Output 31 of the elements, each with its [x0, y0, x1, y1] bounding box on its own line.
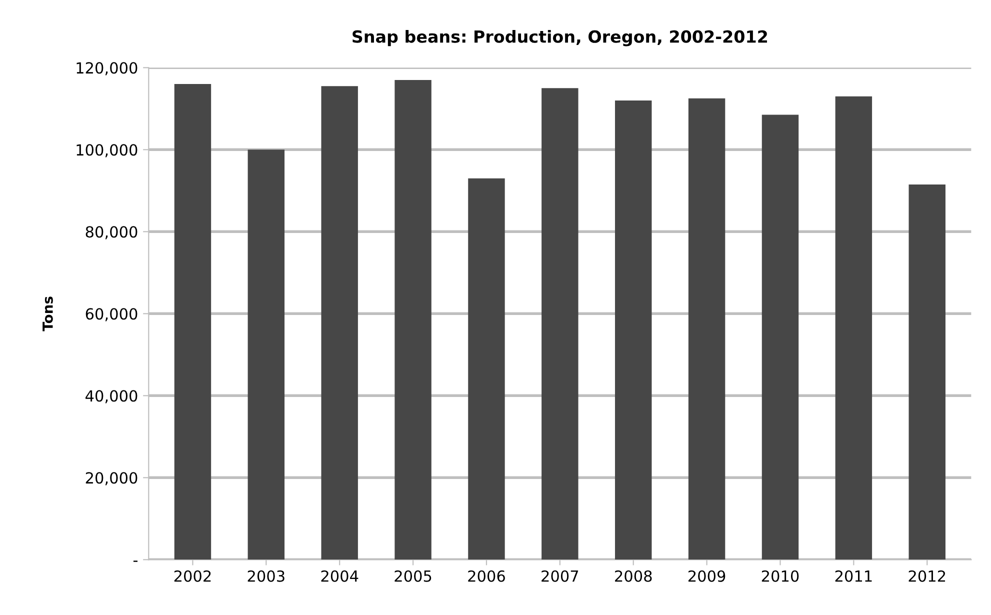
bar: [688, 98, 726, 560]
y-tick-label: 20,000: [86, 472, 138, 486]
x-tick-label: 2006: [468, 570, 505, 582]
x-tick-label: 2012: [908, 570, 946, 582]
x-tick-label: 2005: [394, 570, 432, 582]
bar: [321, 86, 358, 560]
bar: [468, 178, 505, 560]
x-tick-label: 2009: [688, 570, 726, 582]
y-axis-title: Tons: [42, 296, 53, 332]
x-tick-label: 2010: [762, 570, 799, 582]
y-tick-label: 100,000: [76, 144, 138, 158]
bar: [908, 184, 946, 560]
bar: [542, 88, 578, 560]
bar: [248, 150, 285, 560]
y-tick-label: -: [133, 560, 138, 562]
y-tick-label: 60,000: [86, 308, 138, 322]
y-tick-label: 40,000: [86, 390, 138, 404]
bar: [835, 96, 872, 560]
bar: [762, 114, 799, 560]
y-tick-label: 80,000: [86, 226, 138, 240]
bar: [614, 100, 652, 560]
x-tick-label: 2003: [248, 570, 284, 582]
x-tick-label: 2002: [174, 570, 211, 582]
y-tick-label: 120,000: [76, 62, 138, 76]
x-tick-label: 2008: [615, 570, 652, 582]
chart-title: Snap beans: Production, Oregon, 2002-2012: [352, 30, 767, 46]
bar: [394, 80, 432, 560]
x-tick-label: 2011: [835, 570, 872, 582]
bar: [174, 84, 212, 560]
x-tick-label: 2004: [321, 570, 358, 582]
x-tick-label: 2007: [542, 570, 578, 582]
